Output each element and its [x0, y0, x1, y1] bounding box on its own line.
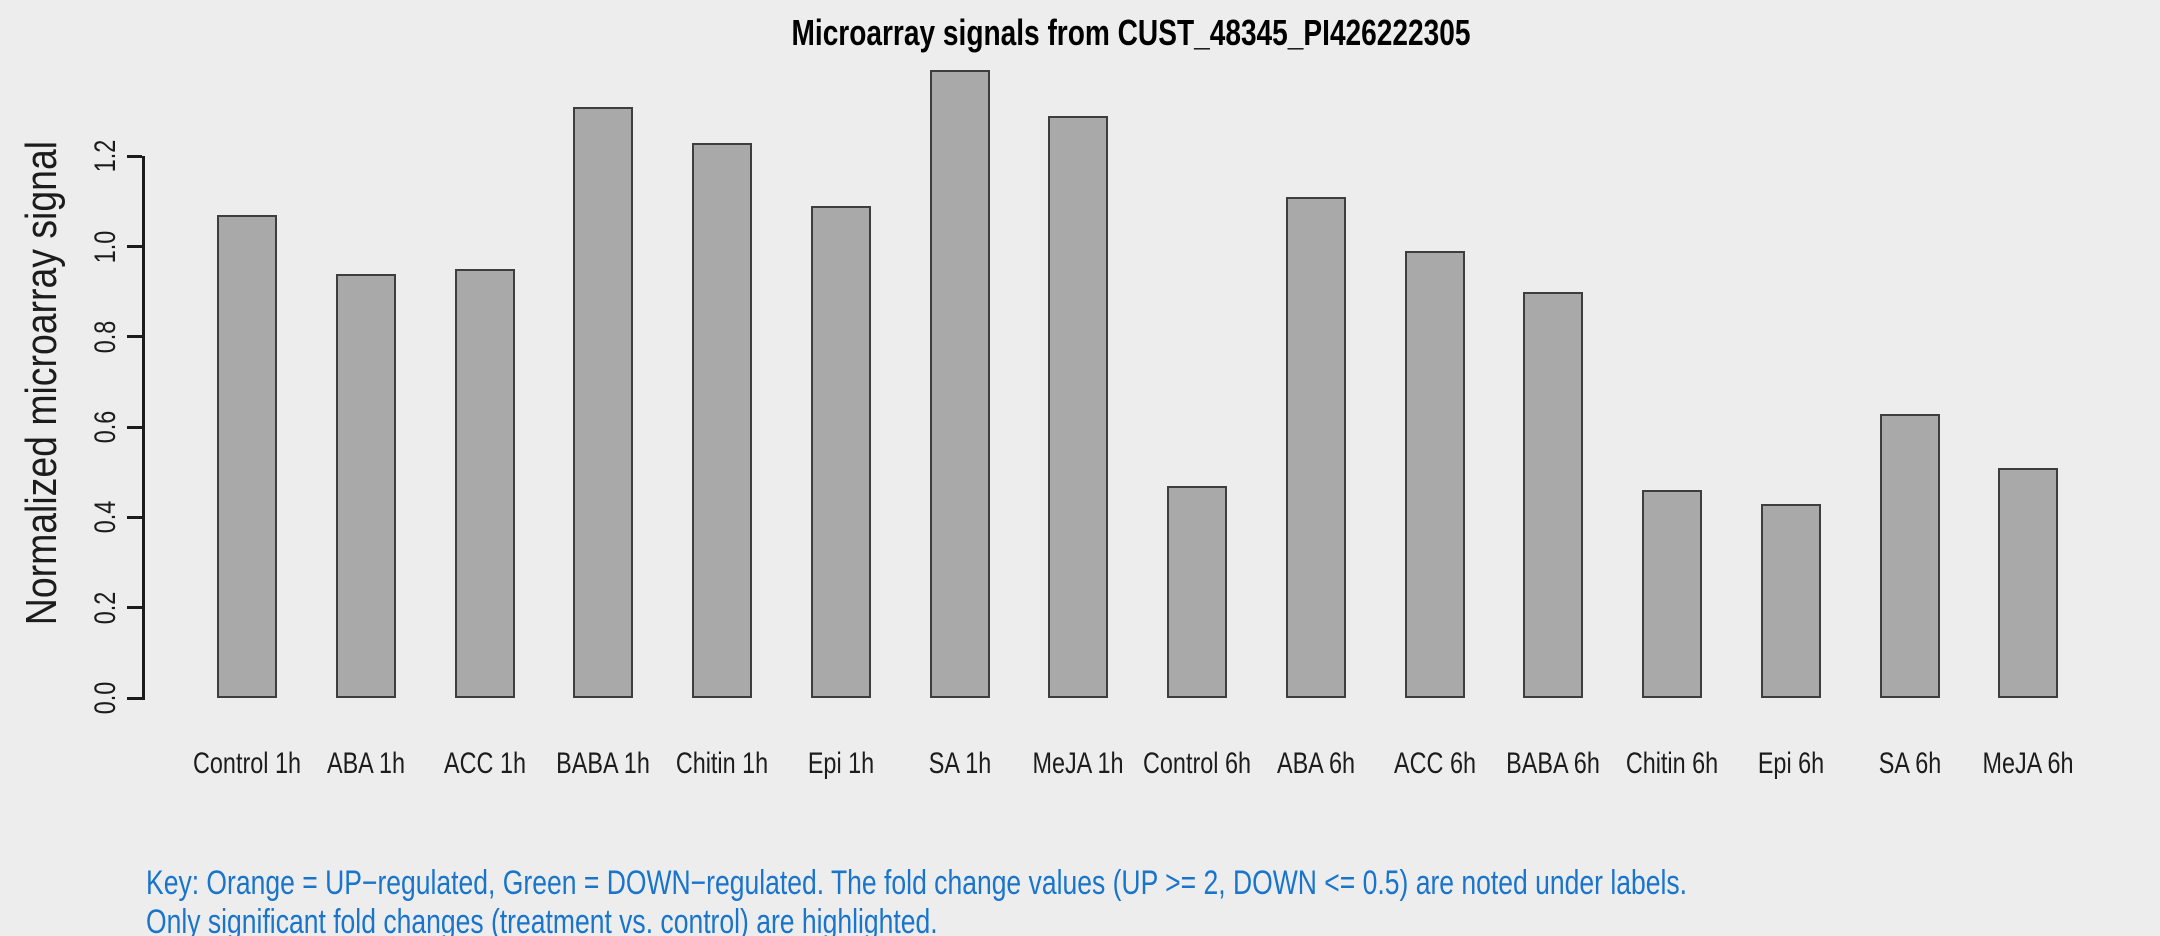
y-axis-tick	[127, 154, 142, 158]
chart-title: Microarray signals from CUST_48345_PI426…	[791, 15, 2002, 51]
x-tick-label-text: Epi 6h	[1757, 747, 1824, 780]
x-tick-label: MeJA 6h	[1983, 749, 2145, 779]
chart-title-text: Microarray signals from CUST_48345_PI426…	[791, 12, 1471, 53]
x-tick-label-text: MeJA 1h	[1032, 747, 1124, 780]
bar-sa-1h	[929, 70, 990, 698]
y-axis-line	[142, 156, 145, 700]
x-tick-label-text: Chitin 6h	[1625, 747, 1719, 780]
bar-meja-6h	[1998, 467, 2059, 698]
bar-control-1h	[217, 214, 278, 698]
footnote-line-2: Only significant fold changes (treatment…	[146, 905, 1161, 936]
y-tick-label: 1.0	[89, 230, 133, 277]
y-axis-tick	[127, 515, 142, 519]
bar-meja-1h	[1048, 115, 1109, 698]
y-axis-tick	[127, 606, 142, 610]
y-axis-tick	[127, 425, 142, 429]
y-tick-label: 0.6	[89, 411, 133, 457]
bar-aba-6h	[1285, 196, 1346, 698]
footnote-line-1-text: Key: Orange = UP−regulated, Green = DOWN…	[146, 864, 1687, 902]
y-tick-label-text: 0.4	[89, 501, 122, 534]
bar-baba-6h	[1523, 291, 1584, 698]
x-tick-label-text: ABA 1h	[326, 747, 406, 780]
x-tick-label-text: Chitin 1h	[676, 747, 769, 780]
y-tick-label: 0.8	[89, 321, 133, 367]
footnote-line-1: Key: Orange = UP−regulated, Green = DOWN…	[146, 866, 2122, 900]
x-tick-label: MeJA 1h	[1033, 749, 1195, 779]
x-tick-label: Epi 1h	[808, 749, 926, 779]
x-tick-label: Control 1h	[193, 749, 385, 779]
x-tick-label: ACC 1h	[444, 749, 590, 779]
bar-chitin-6h	[1642, 490, 1703, 698]
x-tick-label-text: ACC 6h	[1393, 747, 1476, 780]
x-tick-label: Control 6h	[1143, 749, 1335, 779]
x-tick-label-text: SA 6h	[1878, 747, 1941, 780]
y-tick-label-text: 1.2	[89, 139, 122, 173]
x-tick-label-text: ABA 6h	[1276, 747, 1355, 780]
x-tick-label-text: BABA 1h	[556, 747, 651, 780]
y-axis-tick	[127, 696, 142, 700]
x-tick-label: BABA 6h	[1506, 749, 1673, 779]
x-tick-label: Chitin 1h	[676, 749, 840, 779]
y-tick-label-text: 0.0	[89, 681, 122, 715]
x-tick-label-text: MeJA 6h	[1982, 747, 2074, 780]
x-tick-label: Epi 6h	[1758, 749, 1876, 779]
y-tick-label-text: 0.8	[89, 320, 122, 354]
x-tick-label: ABA 1h	[327, 749, 466, 779]
bar-acc-1h	[454, 269, 515, 698]
y-axis-tick	[127, 335, 142, 339]
y-tick-label-text: 0.6	[89, 410, 122, 444]
x-tick-label: BABA 1h	[557, 749, 723, 779]
footnote-line-2-text: Only significant fold changes (treatment…	[146, 903, 938, 936]
bar-epi-6h	[1760, 503, 1821, 698]
x-tick-label: ABA 6h	[1277, 749, 1416, 779]
y-axis-tick	[127, 245, 142, 248]
x-tick-label: SA 6h	[1878, 749, 1990, 779]
bar-aba-1h	[336, 273, 397, 698]
y-tick-label: 0.0	[89, 682, 133, 728]
bar-sa-6h	[1879, 413, 1940, 698]
x-tick-label-text: Control 1h	[193, 747, 302, 780]
x-tick-label: SA 1h	[928, 749, 1040, 779]
x-tick-label-text: SA 1h	[928, 747, 991, 780]
bar-control-6h	[1167, 485, 1228, 698]
y-axis-label-text: Normalized microarray signal	[17, 140, 66, 626]
y-tick-label: 0.4	[89, 501, 133, 547]
x-tick-label: ACC 6h	[1394, 749, 1540, 779]
bar-baba-1h	[573, 106, 634, 698]
x-tick-label-text: BABA 6h	[1506, 747, 1601, 780]
y-tick-label-text: 0.2	[89, 591, 122, 624]
x-tick-label-text: Epi 1h	[807, 747, 875, 780]
x-tick-label-text: Control 6h	[1143, 747, 1252, 780]
bar-acc-6h	[1404, 251, 1465, 698]
y-tick-label-text: 1.0	[89, 230, 122, 263]
bar-chitin-1h	[692, 142, 753, 698]
x-tick-label-text: ACC 1h	[443, 747, 526, 780]
y-tick-label: 0.2	[89, 591, 133, 638]
bar-epi-1h	[810, 205, 871, 698]
x-tick-label: Chitin 6h	[1626, 749, 1790, 779]
y-tick-label: 1.2	[89, 140, 133, 186]
